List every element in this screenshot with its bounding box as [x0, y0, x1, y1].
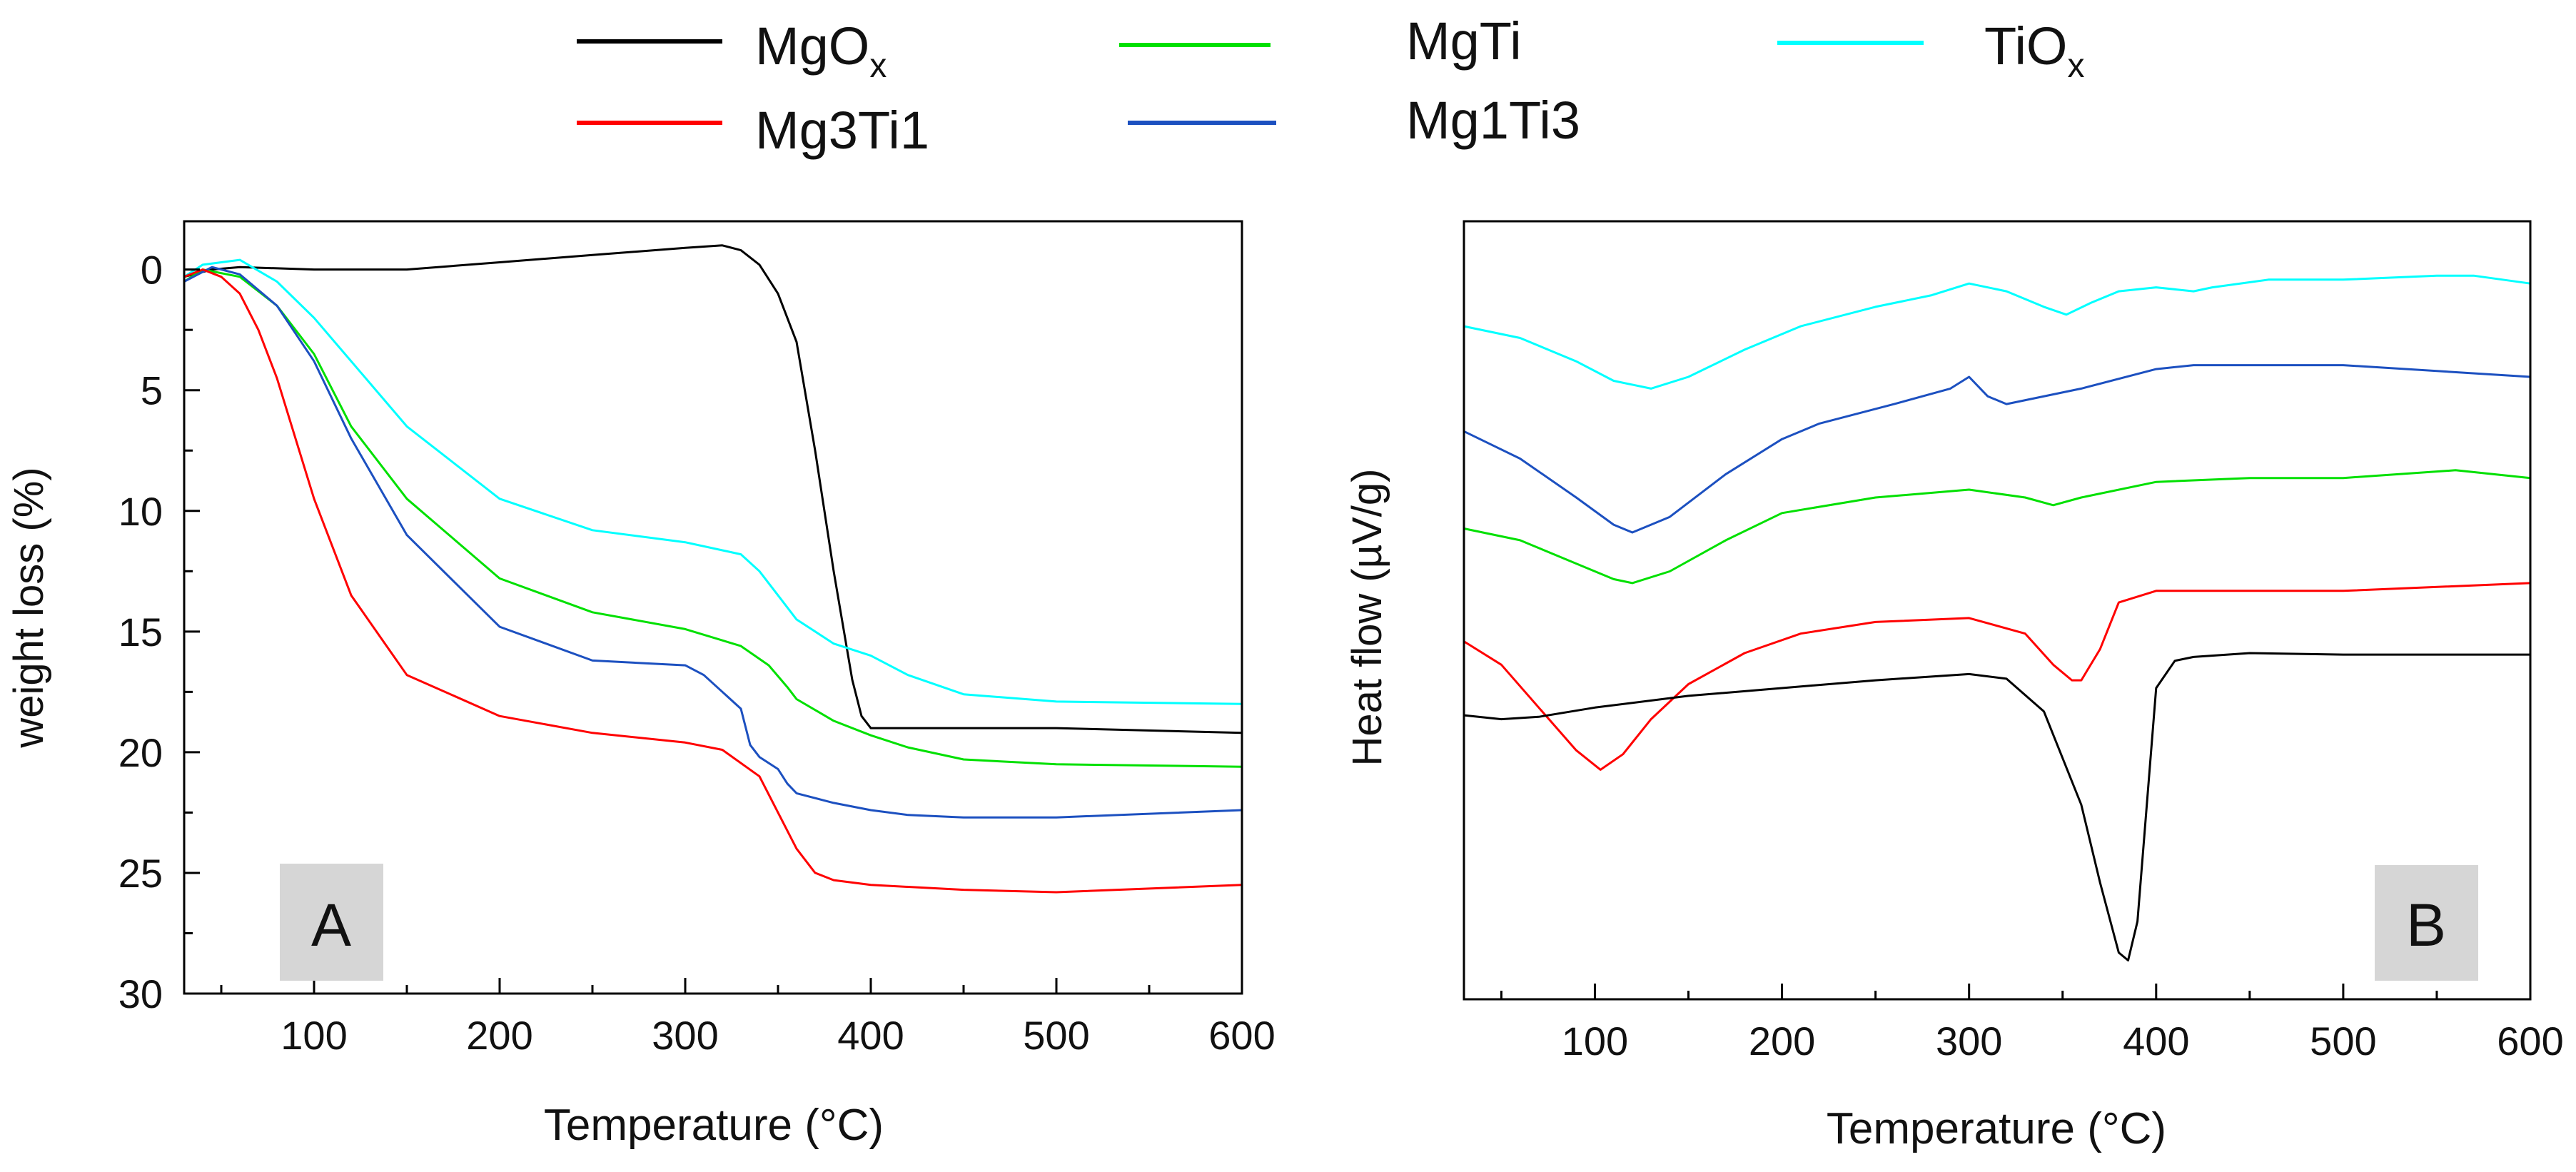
panel-b-badge-box: [2375, 865, 2478, 981]
panel-b-x-tick-label: 200: [1749, 1019, 1815, 1064]
panel-a-y-tick-label: 0: [141, 248, 163, 293]
legend-item-mgti: MgTi: [1119, 11, 1522, 71]
panel-a-badge-box: [280, 864, 383, 981]
panel-b-y-axis-label: Heat flow (µV/g): [1344, 469, 1390, 767]
panel-a-x-tick-label: 600: [1208, 1013, 1275, 1058]
panel-a-x-axis-label: Temperature (°C): [544, 1101, 884, 1150]
panel-a-y-tick-label: 25: [118, 851, 163, 896]
panel-a-series-mg3ti1: [183, 268, 1243, 894]
panel-b-series-mgox: [1463, 652, 2530, 961]
panel-a-x-tick-label: 300: [652, 1013, 718, 1058]
panel-a-y-tick-label: 10: [118, 489, 163, 534]
chart-panel-a: 100 200 300 400 500 600 0 5 10 15 20 25 30 A Tempera…: [6, 220, 1276, 1150]
panel-a-series-tiox: [183, 258, 1243, 705]
panel-a-y-tick-label: 30: [118, 971, 163, 1016]
legend-item-mg1ti3: Mg1Ti3: [1128, 91, 1580, 150]
chart-panel-b: 100 200 300 400 500 600 B Temperature (°C) He…: [1344, 220, 2564, 1153]
panel-a-y-tick-label: 15: [118, 610, 163, 655]
panel-a-series-mgox: [183, 244, 1243, 734]
panel-b-badge: B: [2375, 865, 2478, 981]
legend: MgOx MgTi TiOx Mg3Ti1 Mg1Ti3: [577, 11, 2084, 160]
legend-label-mg3ti1: Mg3Ti1: [755, 101, 929, 160]
legend-label-tiox: TiOx: [1984, 16, 2084, 85]
panel-a-y-tick-label: 5: [141, 368, 163, 413]
legend-item-mgox: MgOx: [577, 16, 887, 85]
panel-a-badge: A: [280, 864, 383, 981]
panel-b-series-tiox: [1463, 274, 2531, 390]
panel-b-series-mg3ti1: [1463, 582, 2531, 771]
panel-b-ticks: 100 200 300 400 500 600: [1500, 984, 2564, 1064]
panel-a-ticks: 100 200 300 400 500 600 0 5 10 15 20 25 30: [118, 248, 1276, 1058]
panel-a-x-tick-label: 200: [466, 1013, 532, 1058]
legend-item-tiox: TiOx: [1777, 16, 2084, 85]
panel-b-x-tick-label: 100: [1562, 1019, 1628, 1064]
panel-b-x-tick-label: 500: [2310, 1019, 2376, 1064]
panel-a-x-tick-label: 500: [1023, 1013, 1089, 1058]
panel-b-x-tick-label: 300: [1936, 1019, 2002, 1064]
panel-a-frame: [183, 220, 1243, 995]
panel-a-y-axis-label: weight loss (%): [6, 467, 52, 748]
panel-a-y-tick-label: 20: [118, 730, 163, 775]
panel-a-series: [183, 244, 1243, 894]
panel-a-x-tick-label: 100: [281, 1013, 347, 1058]
panel-b-series: [1463, 274, 2531, 961]
legend-label-mgox: MgOx: [755, 16, 887, 85]
panel-b-x-tick-label: 400: [2123, 1019, 2189, 1064]
panel-b-series-mg1ti3: [1463, 364, 2531, 534]
panel-b-badge-label: B: [2406, 891, 2446, 959]
panel-b-series-mgti: [1463, 469, 2531, 585]
panel-b-x-tick-label: 600: [2497, 1019, 2563, 1064]
panel-a-x-tick-label: 400: [837, 1013, 904, 1058]
legend-item-mg3ti1: Mg3Ti1: [577, 101, 929, 160]
panel-a-badge-label: A: [311, 891, 351, 959]
panel-a-series-mg1ti3: [183, 266, 1243, 819]
panel-b-x-axis-label: Temperature (°C): [1827, 1104, 2166, 1153]
legend-label-mgti: MgTi: [1406, 11, 1522, 71]
panel-b-frame: [1463, 220, 2532, 1001]
legend-label-mg1ti3: Mg1Ti3: [1406, 91, 1580, 150]
